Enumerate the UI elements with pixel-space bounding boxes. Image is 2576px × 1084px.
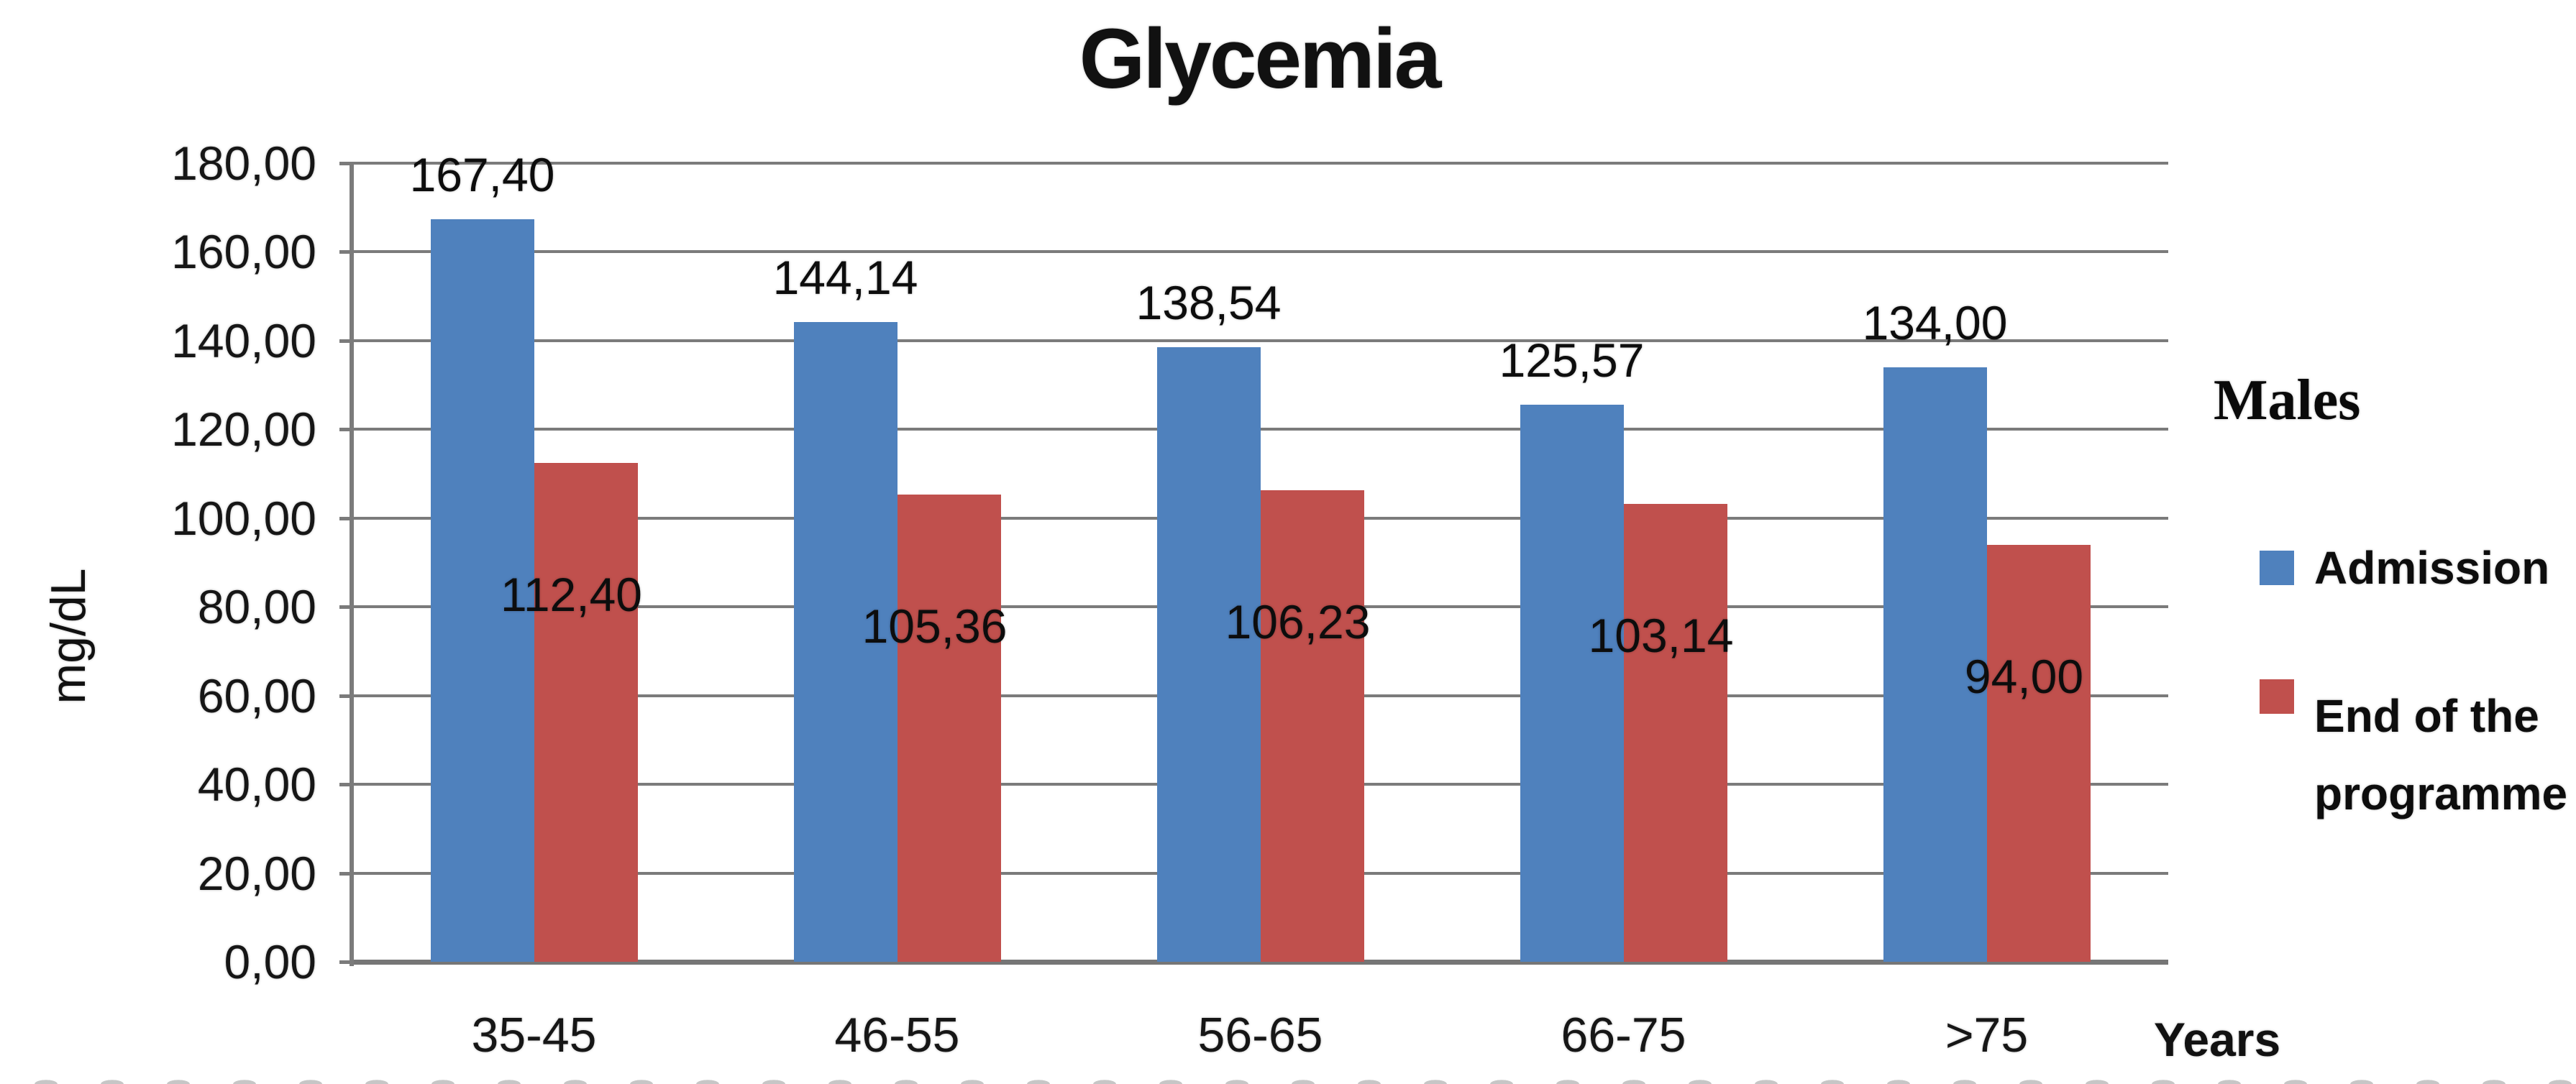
bar-value-label-admission: 134,00	[1862, 295, 2008, 349]
y-axis-tick	[339, 250, 352, 254]
bar-value-label-end-of-programme: 106,23	[1225, 595, 1371, 649]
y-axis-tick	[339, 960, 352, 964]
bar-end-of-programme	[897, 494, 1001, 962]
bar-admission	[430, 219, 534, 962]
y-tick-label: 20,00	[197, 846, 316, 900]
legend-label-admission: Admission	[2314, 542, 2550, 594]
y-tick-label: 160,00	[171, 225, 316, 279]
bar-value-label-end-of-programme: 94,00	[1964, 649, 2084, 703]
y-tick-label: 100,00	[171, 491, 316, 545]
y-tick-label: 60,00	[197, 669, 316, 722]
legend-label-end-line-2: programme	[2314, 768, 2568, 819]
y-axis-tick	[339, 871, 352, 876]
bar-value-label-end-of-programme: 112,40	[501, 568, 642, 622]
bar-value-label-admission: 144,14	[772, 251, 918, 305]
bar-admission	[793, 322, 898, 962]
x-axis-title: Years	[2154, 1013, 2281, 1066]
gridline	[352, 162, 2168, 165]
gridline	[352, 250, 2168, 254]
legend-swatch-admission	[2260, 551, 2294, 585]
bar-value-label-admission: 167,40	[409, 147, 555, 201]
y-axis-tick	[339, 516, 352, 520]
y-tick-label: 0,00	[224, 935, 316, 988]
x-tick-label: 66-75	[1561, 1008, 1686, 1062]
bar-admission	[1883, 367, 1987, 962]
bottom-scallop-edge-decoration	[0, 1074, 2576, 1084]
bar-value-label-admission: 125,57	[1499, 333, 1645, 387]
x-tick-label: 46-55	[834, 1008, 960, 1062]
y-tick-label: 40,00	[197, 758, 316, 812]
bar-admission	[1156, 346, 1261, 962]
bar-end-of-programme	[1623, 504, 1727, 962]
y-axis-tick	[339, 428, 352, 432]
legend-label-end-line-1: End of the	[2314, 690, 2539, 742]
y-axis-tick	[339, 339, 352, 343]
legend-swatch-end-of-programme	[2260, 679, 2294, 714]
legend-title: Males	[2214, 369, 2361, 432]
y-axis-tick	[339, 694, 352, 698]
gridline	[352, 428, 2168, 431]
legend-label-end-of-programme: End of the programme	[2314, 677, 2567, 832]
y-axis-tick	[339, 605, 352, 610]
y-tick-label: 80,00	[197, 580, 316, 634]
y-tick-label: 140,00	[171, 313, 316, 367]
y-axis-tick	[339, 783, 352, 787]
y-axis-line	[350, 163, 354, 966]
bar-value-label-admission: 138,54	[1136, 275, 1282, 329]
x-tick-label: 56-65	[1197, 1008, 1323, 1062]
y-axis-tick	[339, 162, 352, 165]
bar-value-label-end-of-programme: 105,36	[862, 599, 1008, 653]
x-tick-label: 35-45	[471, 1008, 597, 1062]
bar-admission	[1520, 404, 1624, 962]
y-tick-label: 120,00	[171, 403, 316, 456]
bar-value-label-end-of-programme: 103,14	[1588, 609, 1734, 663]
bar-end-of-programme	[534, 463, 638, 962]
bar-end-of-programme	[1260, 490, 1364, 962]
gridline	[352, 960, 2168, 965]
bar-end-of-programme	[1986, 544, 2091, 962]
gridline	[352, 339, 2168, 342]
chart-title: Glycemia	[1079, 12, 1442, 106]
x-tick-label: >75	[1945, 1008, 2029, 1062]
y-tick-label: 180,00	[171, 137, 316, 190]
